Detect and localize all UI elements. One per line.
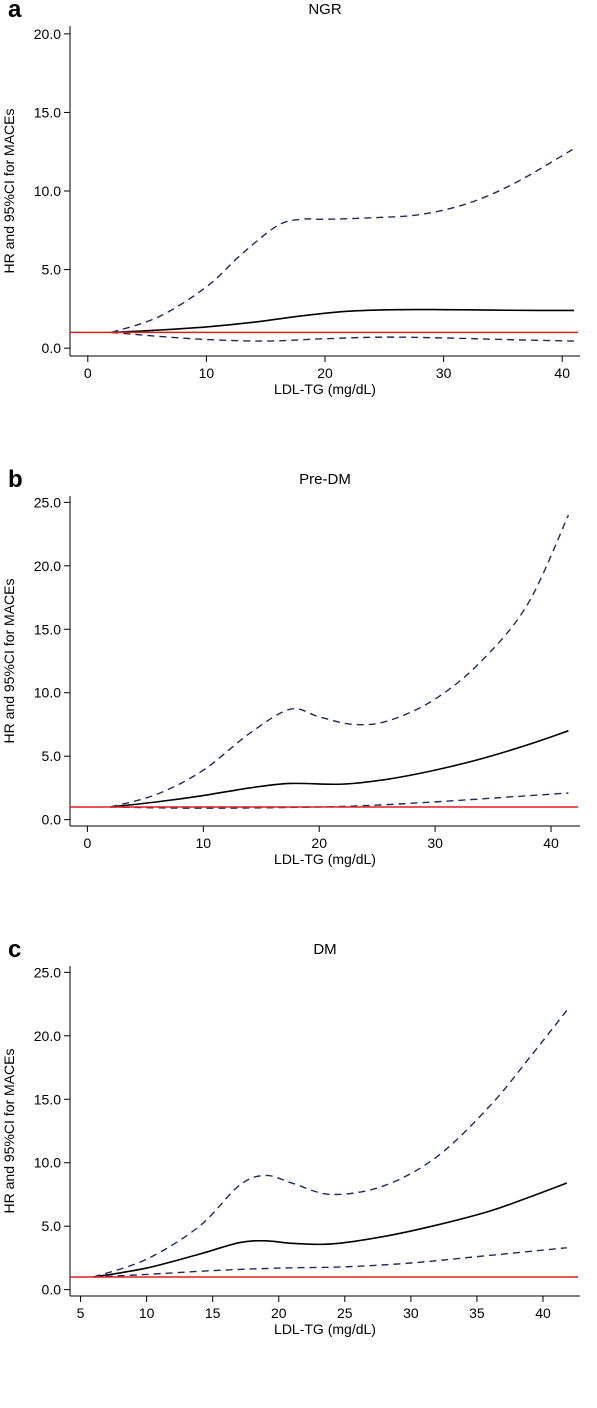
panel-letter: b	[8, 466, 23, 493]
x-tick-label: 10	[199, 365, 215, 381]
x-tick-label: 10	[139, 1305, 155, 1321]
panel-c: c DM 0.0 5.0 10.0 15.0 20.0 25.0 5 10 15 20 25 30 35 4…	[0, 936, 597, 1380]
panel-a: a NGR 0.0 5.0 10.0 15.0 20.0 0 10 20 30 40 LDL-TG (…	[0, 0, 597, 440]
chart-title: DM	[313, 941, 336, 958]
x-tick-label: 5	[77, 1305, 85, 1321]
panel-letter: a	[8, 0, 22, 23]
y-tick-label: 20.0	[34, 558, 61, 574]
x-tick-label: 30	[427, 835, 443, 851]
y-tick-label: 10.0	[34, 685, 61, 701]
y-tick-label: 15.0	[34, 104, 61, 120]
hr-line	[93, 1182, 568, 1278]
ci-line	[110, 792, 569, 809]
y-tick-label: 10.0	[34, 183, 61, 199]
x-tick-label: 40	[543, 835, 559, 851]
x-tick-label: 40	[535, 1305, 551, 1321]
y-tick-label: 5.0	[42, 262, 62, 278]
x-axis-label: LDL-TG (mg/dL)	[274, 381, 376, 397]
y-tick-label: 20.0	[34, 1028, 61, 1044]
y-tick-label: 10.0	[34, 1155, 61, 1171]
y-tick-label: 0.0	[42, 1282, 62, 1298]
hr-line	[110, 730, 569, 808]
chart-dm: DM 0.0 5.0 10.0 15.0 20.0 25.0 5 10 15 20 25 30 35 40 L…	[1, 941, 580, 1337]
x-tick-label: 35	[469, 1305, 485, 1321]
y-tick-label: 0.0	[42, 340, 62, 356]
y-tick-label: 0.0	[42, 812, 62, 828]
x-tick-label: 0	[84, 365, 92, 381]
ci-line	[93, 1247, 567, 1278]
y-tick-label: 25.0	[34, 494, 61, 510]
ci-line	[110, 514, 570, 808]
panel-letter: c	[8, 936, 22, 963]
x-tick-label: 25	[337, 1305, 353, 1321]
y-tick-label: 5.0	[42, 1218, 62, 1234]
y-tick-label: 15.0	[34, 1091, 61, 1107]
y-axis-label: HR and 95%CI for MACEs	[1, 109, 17, 274]
y-tick-label: 5.0	[42, 748, 62, 764]
chart-title: NGR	[308, 1, 342, 18]
ci-line	[111, 331, 575, 342]
x-tick-label: 20	[311, 835, 327, 851]
y-axis-label: HR and 95%CI for MACEs	[1, 579, 17, 744]
chart-pre-dm: Pre-DM 0.0 5.0 10.0 15.0 20.0 25.0 0 10 20 30 40 LDL…	[1, 471, 580, 867]
hr-line	[111, 308, 575, 334]
x-tick-label: 20	[271, 1305, 287, 1321]
x-tick-label: 40	[554, 365, 570, 381]
ci-line	[111, 147, 575, 334]
chart-title: Pre-DM	[299, 471, 351, 488]
x-axis-label: LDL-TG (mg/dL)	[274, 851, 376, 867]
x-tick-label: 15	[205, 1305, 221, 1321]
y-tick-label: 15.0	[34, 621, 61, 637]
y-tick-label: 25.0	[34, 964, 61, 980]
x-tick-label: 0	[83, 835, 91, 851]
x-tick-label: 30	[436, 365, 452, 381]
y-axis-label: HR and 95%CI for MACEs	[1, 1049, 17, 1214]
panel-b: b Pre-DM 0.0 5.0 10.0 15.0 20.0 25.0 0 10 20 30 40 L…	[0, 466, 597, 910]
y-tick-label: 20.0	[34, 26, 61, 42]
ci-line	[93, 1009, 568, 1278]
x-tick-label: 10	[196, 835, 212, 851]
x-axis-label: LDL-TG (mg/dL)	[274, 1321, 376, 1337]
chart-ngr: NGR 0.0 5.0 10.0 15.0 20.0 0 10 20 30 40 LDL-TG (mg…	[1, 1, 580, 397]
x-tick-label: 20	[317, 365, 333, 381]
x-tick-label: 30	[403, 1305, 419, 1321]
